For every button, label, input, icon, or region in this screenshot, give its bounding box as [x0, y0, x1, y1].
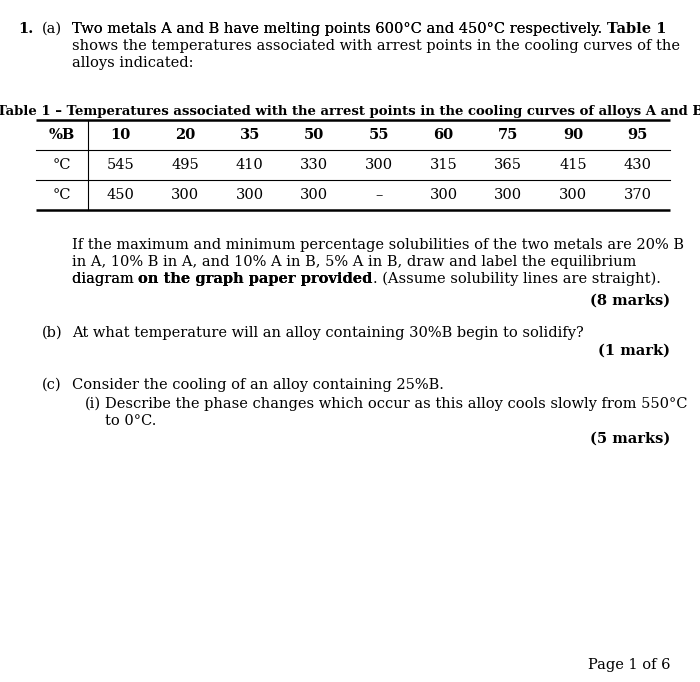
Text: 95: 95: [627, 128, 648, 142]
Text: –: –: [375, 188, 383, 202]
Text: . (Assume solubility lines are straight).: . (Assume solubility lines are straight)…: [372, 272, 661, 286]
Text: 370: 370: [624, 188, 652, 202]
Text: on the graph paper provided: on the graph paper provided: [139, 272, 372, 286]
Text: 1.: 1.: [18, 22, 34, 36]
Text: on the graph paper provided: on the graph paper provided: [139, 272, 372, 286]
Text: (i): (i): [85, 397, 101, 411]
Text: 430: 430: [624, 158, 652, 172]
Text: (c): (c): [42, 378, 62, 392]
Text: 20: 20: [175, 128, 195, 142]
Text: 300: 300: [171, 188, 199, 202]
Text: 300: 300: [300, 188, 328, 202]
Text: 300: 300: [494, 188, 522, 202]
Text: to 0°C.: to 0°C.: [105, 414, 156, 428]
Text: Consider the cooling of an alloy containing 25%B.: Consider the cooling of an alloy contain…: [72, 378, 444, 392]
Text: Two metals A and B have melting points 600°C and 450°C respectively.: Two metals A and B have melting points 6…: [72, 22, 607, 36]
Text: 55: 55: [369, 128, 389, 142]
Text: (5 marks): (5 marks): [589, 432, 670, 446]
Text: 35: 35: [239, 128, 260, 142]
Text: Table 1 – Temperatures associated with the arrest points in the cooling curves o: Table 1 – Temperatures associated with t…: [0, 105, 700, 118]
Text: shows the temperatures associated with arrest points in the cooling curves of th: shows the temperatures associated with a…: [72, 39, 680, 53]
Text: If the maximum and minimum percentage solubilities of the two metals are 20% B: If the maximum and minimum percentage so…: [72, 238, 684, 252]
Text: At what temperature will an alloy containing 30%B begin to solidify?: At what temperature will an alloy contai…: [72, 326, 584, 340]
Text: °C: °C: [52, 188, 71, 202]
Text: 75: 75: [498, 128, 519, 142]
Text: 410: 410: [236, 158, 263, 172]
Text: (8 marks): (8 marks): [590, 294, 670, 308]
Text: Two metals A and B have melting points 600°C and 450°C respectively.: Two metals A and B have melting points 6…: [72, 22, 607, 36]
Text: in A, 10% B in A, and 10% A in B, 5% A in B, draw and label the equilibrium: in A, 10% B in A, and 10% A in B, 5% A i…: [72, 255, 636, 269]
Text: 315: 315: [430, 158, 458, 172]
Text: 90: 90: [563, 128, 583, 142]
Text: alloys indicated:: alloys indicated:: [72, 56, 193, 70]
Text: Describe the phase changes which occur as this alloy cools slowly from 550°C: Describe the phase changes which occur a…: [105, 397, 687, 411]
Text: (a): (a): [42, 22, 62, 36]
Text: 495: 495: [171, 158, 199, 172]
Text: 10: 10: [110, 128, 130, 142]
Text: Table 1: Table 1: [607, 22, 666, 36]
Text: (1 mark): (1 mark): [598, 344, 670, 358]
Text: 300: 300: [559, 188, 587, 202]
Text: 545: 545: [106, 158, 134, 172]
Text: 300: 300: [430, 188, 458, 202]
Text: 365: 365: [494, 158, 522, 172]
Text: 300: 300: [365, 158, 393, 172]
Text: 450: 450: [106, 188, 134, 202]
Text: 330: 330: [300, 158, 328, 172]
Text: 60: 60: [433, 128, 454, 142]
Text: diagram: diagram: [72, 272, 139, 286]
Text: 50: 50: [304, 128, 325, 142]
Text: diagram: diagram: [72, 272, 139, 286]
Text: 415: 415: [559, 158, 587, 172]
Text: 300: 300: [236, 188, 264, 202]
Text: Page 1 of 6: Page 1 of 6: [587, 658, 670, 672]
Text: (b): (b): [42, 326, 62, 340]
Text: %B: %B: [49, 128, 75, 142]
Text: °C: °C: [52, 158, 71, 172]
